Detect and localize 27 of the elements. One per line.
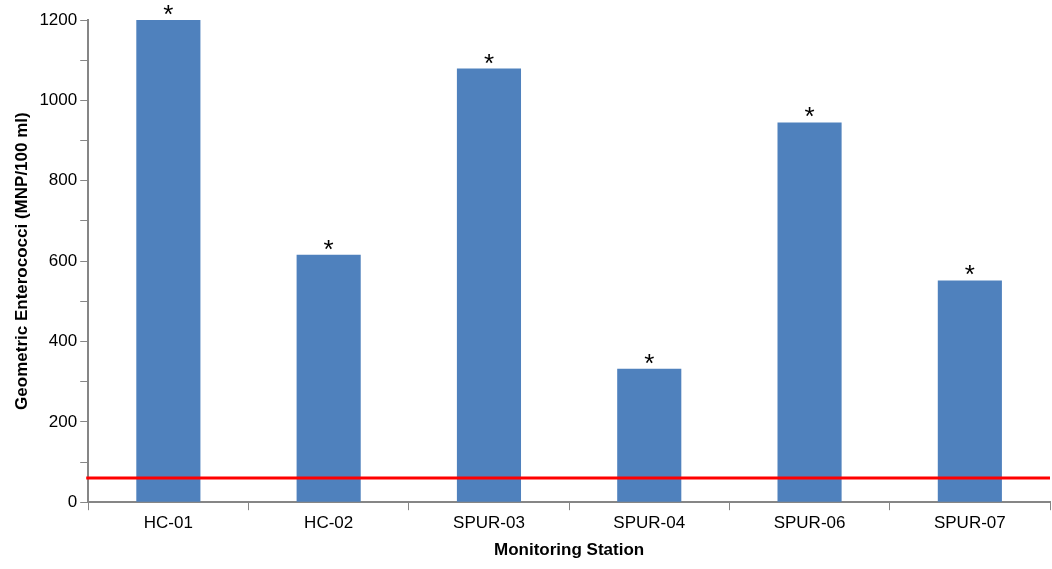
y-tick-label: 0 <box>67 491 78 511</box>
y-tick-label: 400 <box>48 331 78 351</box>
annotation: * <box>323 233 334 264</box>
x-tick-label: HC-01 <box>143 513 193 533</box>
bar <box>456 68 522 502</box>
annotation: * <box>644 347 655 378</box>
bar <box>296 254 361 502</box>
bar <box>136 20 201 502</box>
annotation: * <box>964 259 975 290</box>
annotation: * <box>804 101 815 132</box>
bar <box>937 280 1002 502</box>
x-tick-label: SPUR-03 <box>453 513 525 533</box>
y-tick-label: 200 <box>48 411 78 431</box>
bar <box>777 122 842 502</box>
x-tick-label: SPUR-07 <box>933 513 1006 533</box>
x-tick-label: SPUR-06 <box>773 513 846 533</box>
y-axis-title: Geometric Enterococci (MNP/100 ml) <box>11 112 31 410</box>
x-tick-label: HC-02 <box>304 513 354 533</box>
y-tick-label: 600 <box>48 250 78 270</box>
x-tick-label: SPUR-04 <box>613 513 686 533</box>
annotation: * <box>163 0 174 29</box>
bar <box>617 368 682 502</box>
x-axis-title: Monitoring Station <box>494 540 645 560</box>
y-tick-label: 1200 <box>39 9 78 29</box>
y-tick-label: 800 <box>48 170 78 190</box>
annotation: * <box>483 47 495 78</box>
y-tick-label: 1000 <box>39 90 78 110</box>
